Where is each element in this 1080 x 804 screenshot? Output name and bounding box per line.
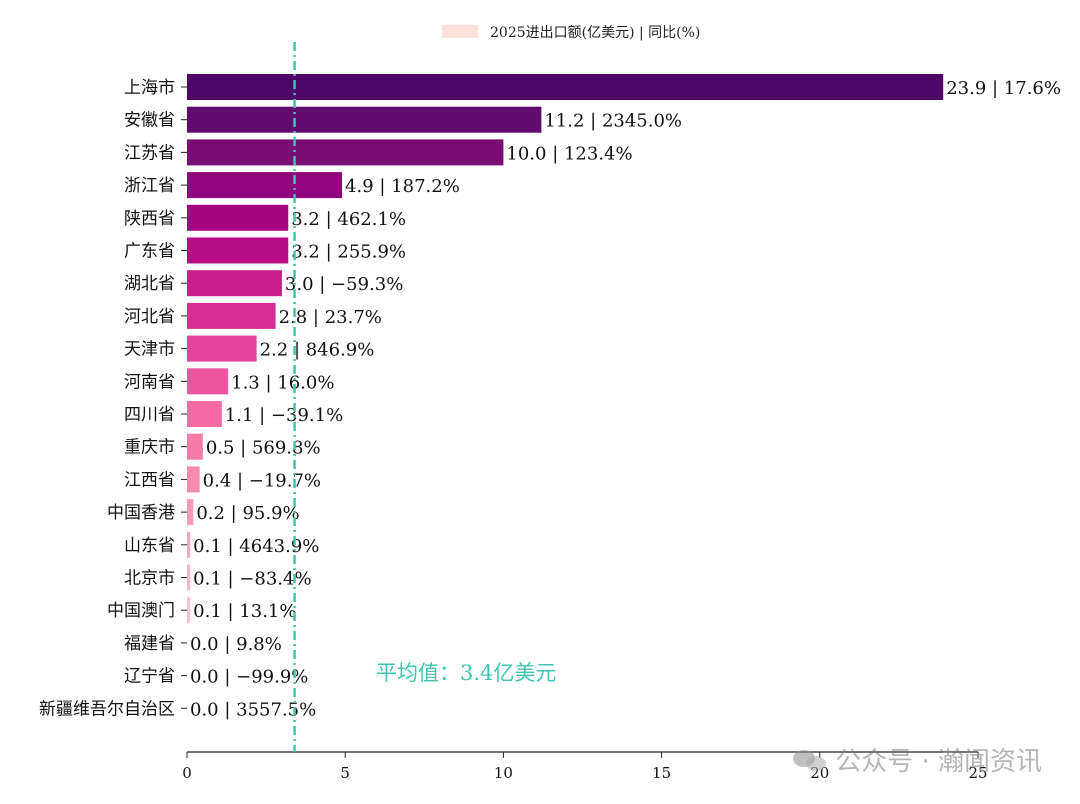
- bar-value-label: 0.0 | 9.8%: [190, 634, 282, 655]
- bar-value-label: 0.1 | −83.4%: [193, 569, 311, 590]
- category-label: 山东省: [124, 536, 175, 556]
- average-line-group: 平均值：3.4亿美元: [293, 42, 556, 752]
- bar: [187, 401, 222, 427]
- bar: [187, 433, 203, 460]
- bar-value-label: 0.1 | 13.1%: [193, 601, 296, 622]
- bar-value-label: 2.8 | 23.7%: [279, 307, 382, 328]
- category-label: 浙江省: [124, 176, 175, 196]
- category-label: 江苏省: [124, 143, 175, 163]
- bar: [187, 597, 191, 624]
- bar-value-label: 0.0 | −99.9%: [190, 667, 308, 688]
- bar: [187, 466, 200, 493]
- bar-value-label: 0.1 | 4643.9%: [193, 536, 319, 557]
- legend-label: 2025进出口额(亿美元) | 同比(%): [490, 25, 700, 41]
- bar: [187, 237, 289, 264]
- bar-value-label: 3.2 | 255.9%: [291, 242, 406, 263]
- x-tick-label: 10: [494, 764, 513, 782]
- bar-value-label: 0.0 | 3557.5%: [190, 699, 316, 720]
- watermark: 公众号 · 瀚闻资讯: [793, 741, 1042, 778]
- x-axis: 0 5 10 15 20 25: [182, 751, 988, 782]
- bar-value-label: 0.2 | 95.9%: [196, 503, 299, 524]
- category-label: 湖北省: [124, 274, 175, 294]
- bar: [187, 139, 504, 166]
- category-label: 重庆市: [124, 438, 175, 458]
- bar-value-label: 2.2 | 846.9%: [260, 340, 375, 361]
- bar: [187, 499, 194, 526]
- bar-value-label: 11.2 | 2345.0%: [544, 111, 682, 132]
- category-label: 中国澳门: [107, 601, 175, 621]
- bar: [187, 74, 944, 100]
- bar-value-label: 10.0 | 123.4%: [506, 143, 632, 164]
- bar-value-label: 3.2 | 462.1%: [291, 209, 406, 230]
- x-tick-label: 0: [182, 764, 192, 782]
- category-label: 北京市: [124, 569, 175, 589]
- category-label: 陕西省: [124, 209, 175, 229]
- category-label: 中国香港: [107, 503, 175, 523]
- bar: [187, 270, 282, 297]
- bar-value-label: 3.0 | −59.3%: [285, 274, 403, 295]
- bar: [187, 368, 229, 395]
- bar-value-label: 1.1 | −39.1%: [225, 405, 343, 426]
- x-tick-label: 25: [968, 764, 987, 782]
- bar: [187, 172, 343, 199]
- category-label: 辽宁省: [124, 667, 175, 687]
- category-label: 四川省: [124, 405, 175, 425]
- category-label: 河南省: [124, 372, 175, 392]
- legend-swatch: [442, 25, 478, 38]
- bars: [187, 74, 944, 624]
- legend: 2025进出口额(亿美元) | 同比(%): [442, 25, 700, 41]
- bar: [187, 564, 191, 591]
- category-label: 上海市: [124, 78, 175, 98]
- category-label: 天津市: [124, 340, 175, 360]
- bar: [187, 531, 191, 558]
- category-label: 河北省: [124, 307, 175, 327]
- bar-value-label: 1.3 | 16.0%: [231, 372, 334, 393]
- category-label: 江西省: [124, 470, 175, 490]
- category-label: 安徽省: [124, 111, 175, 131]
- bar: [187, 335, 257, 362]
- value-labels: 23.9 | 17.6% 11.2 | 2345.0% 10.0 | 123.4% 4…: [190, 78, 1061, 720]
- x-tick-label: 15: [652, 764, 671, 782]
- wechat-icon: [793, 746, 827, 774]
- average-label: 平均值：3.4亿美元: [376, 661, 556, 685]
- watermark-text: 公众号 · 瀚闻资讯: [835, 747, 1042, 777]
- bar-value-label: 23.9 | 17.6%: [946, 78, 1061, 99]
- bar: [187, 106, 542, 133]
- bar-value-label: 0.4 | −19.7%: [203, 470, 321, 491]
- bar-value-label: 0.5 | 569.8%: [206, 438, 321, 459]
- bar: [187, 302, 276, 329]
- category-label: 广东省: [124, 242, 175, 262]
- bar: [187, 204, 289, 231]
- x-tick-label: 5: [340, 764, 350, 782]
- category-labels: 上海市安徽省江苏省浙江省陕西省广东省湖北省河北省天津市河南省四川省重庆市江西省中…: [39, 78, 187, 719]
- category-label: 福建省: [124, 634, 175, 654]
- category-label: 新疆维吾尔自治区: [39, 699, 175, 719]
- bar-value-label: 4.9 | 187.2%: [345, 176, 460, 197]
